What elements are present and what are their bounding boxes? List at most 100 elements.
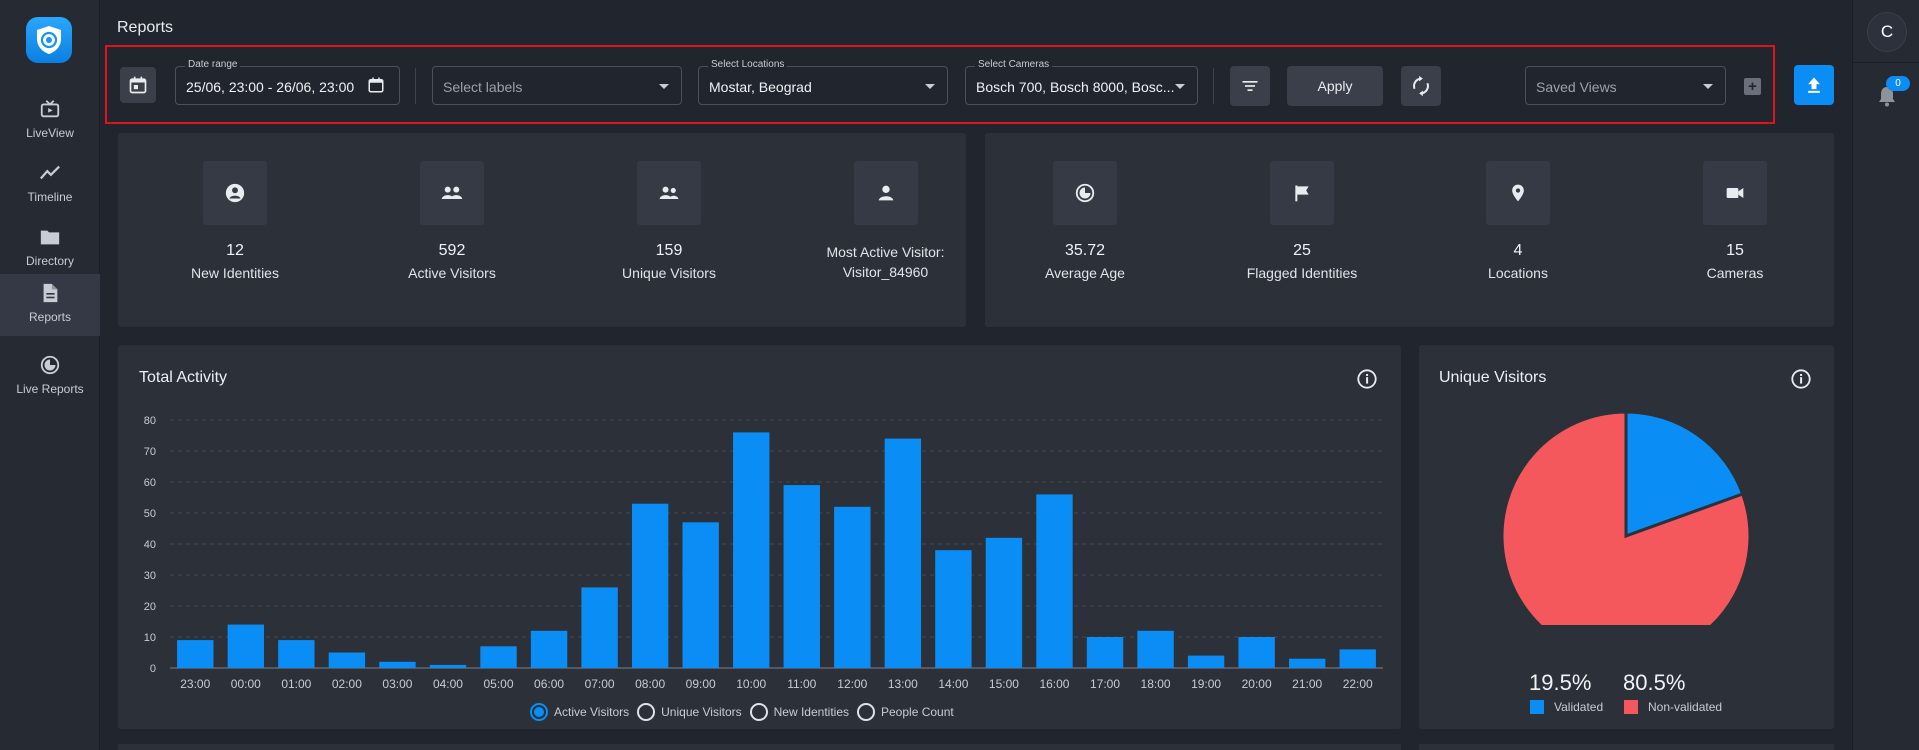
calendar-button[interactable] [120,67,156,103]
kpi-icon-box [1703,161,1767,225]
y-tick-label: 70 [144,446,156,458]
bar-23:00[interactable] [177,640,214,668]
bar-00:00[interactable] [227,624,265,668]
nav-item-live-reports[interactable]: Live Reports [0,346,100,408]
person-circle-icon [225,183,245,203]
bar-01:00[interactable] [278,640,315,668]
saved-views-placeholder: Saved Views [1536,79,1617,95]
cameras-label: Select Cameras [975,59,1053,70]
kpi-unique-visitors: 159 Unique Visitors [569,161,769,281]
saved-views-select[interactable]: Saved Views [1525,66,1726,105]
kpi-flagged-identities: 25 Flagged Identities [1202,161,1402,281]
add-view-icon[interactable]: + [1744,78,1761,95]
app-logo-icon[interactable] [26,17,72,63]
x-tick-label: 00:00 [231,677,261,691]
bar-19:00[interactable] [1187,655,1225,668]
kpi-label: Cameras [1706,265,1764,281]
most-active-value: Visitor_84960 [842,264,929,280]
kpi-icon-box [637,161,701,225]
card-title: Total Activity [139,369,228,386]
notification-count-badge: 0 [1886,76,1910,91]
kpi-value: 35.72 [1064,242,1106,259]
calendar-icon[interactable] [367,76,385,94]
kpi-label: Flagged Identities [1246,265,1358,281]
bar-06:00[interactable] [530,630,568,668]
nav-item-liveview[interactable]: LiveView [0,90,100,152]
bar-20:00[interactable] [1238,637,1275,668]
bar-08:00[interactable] [631,503,669,668]
bar-14:00[interactable] [935,550,972,668]
x-tick-label: 05:00 [484,677,514,691]
labels-select[interactable]: Select labels [432,66,682,105]
age-icon [1075,183,1095,203]
bar-10:00[interactable] [733,432,770,668]
locations-select[interactable]: Select Locations Mostar, Beograd [698,59,948,105]
bar-22:00[interactable] [1339,649,1376,668]
x-tick-label: 17:00 [1090,677,1120,691]
bar-04:00[interactable] [429,664,467,668]
bar-12:00[interactable] [834,506,871,668]
unique-visitors-card: Unique Visitors 19.5% 80.5% Validated No… [1419,345,1834,729]
x-tick-label: 09:00 [686,677,716,691]
nav-label: Reports [28,310,72,324]
pie-slice-non-validated[interactable] [1500,410,1752,625]
bar-07:00[interactable] [581,587,618,668]
user-avatar[interactable]: C [1867,12,1907,52]
radio-active-visitors[interactable]: Active Visitors [530,703,629,721]
nav-item-reports[interactable]: Reports [0,274,100,336]
radio-unselected-icon [637,703,656,721]
x-tick-label: 14:00 [938,677,968,691]
refresh-button[interactable] [1401,66,1441,106]
bar-17:00[interactable] [1086,637,1124,668]
x-tick-label: 13:00 [888,677,918,691]
bar-02:00[interactable] [328,652,366,669]
bar-21:00[interactable] [1288,658,1326,668]
live-report-icon [40,355,60,375]
info-icon[interactable] [1790,368,1812,390]
radio-new-identities[interactable]: New Identities [749,703,849,721]
flag-icon [1295,185,1309,202]
radio-unique-visitors[interactable]: Unique Visitors [637,703,742,721]
pie-slice-validated[interactable] [1624,410,1745,539]
x-tick-label: 02:00 [332,677,362,691]
bar-05:00[interactable] [480,646,517,668]
kpi-icon-box [203,161,267,225]
radio-unselected-icon [749,703,768,721]
rail-divider [1853,62,1919,63]
cameras-select[interactable]: Select Cameras Bosch 700, Bosch 8000, Bo… [965,59,1198,105]
kpi-label: New Identities [191,265,279,281]
apply-button[interactable]: Apply [1287,66,1383,106]
radio-unselected-icon [857,703,875,721]
kpi-icon-box [420,161,484,225]
bar-03:00[interactable] [379,661,416,668]
kpi-most-active-visitor: Most Active Visitor: Visitor_84960 [768,161,1003,282]
filter-button[interactable] [1230,66,1270,106]
kpi-active-visitors: 592 Active Visitors [352,161,552,281]
bar-16:00[interactable] [1036,494,1073,668]
nav-item-timeline[interactable]: Timeline [0,154,100,216]
export-button[interactable] [1794,65,1834,105]
bar-15:00[interactable] [985,537,1023,668]
validated-percent: 19.5% [1529,670,1592,695]
kpi-icon-box [1053,161,1117,225]
x-tick-label: 04:00 [433,677,463,691]
series-radio-group: Active Visitors Unique Visitors New Iden… [530,702,954,722]
radio-people-count[interactable]: People Count [857,703,954,721]
unique-visitors-pie-chart [1500,410,1752,625]
bar-18:00[interactable] [1137,630,1174,668]
bar-13:00[interactable] [884,438,922,668]
y-tick-label: 50 [144,508,156,520]
x-tick-label: 03:00 [382,677,412,691]
document-icon [43,283,58,303]
bar-11:00[interactable] [783,485,820,668]
nav-item-directory[interactable]: Directory [0,218,100,280]
locations-value: Mostar, Beograd [709,79,812,95]
info-icon[interactable] [1356,368,1378,390]
legend-label: Non-validated [1648,700,1723,714]
radio-label: Active Visitors [554,705,630,719]
kpi-label: Average Age [1045,265,1125,281]
date-range-field[interactable]: Date range 25/06, 23:00 - 26/06, 23:00 [175,59,400,105]
card-title: Unique Visitors [1439,369,1547,386]
bar-09:00[interactable] [682,522,719,668]
x-tick-label: 21:00 [1292,677,1322,691]
